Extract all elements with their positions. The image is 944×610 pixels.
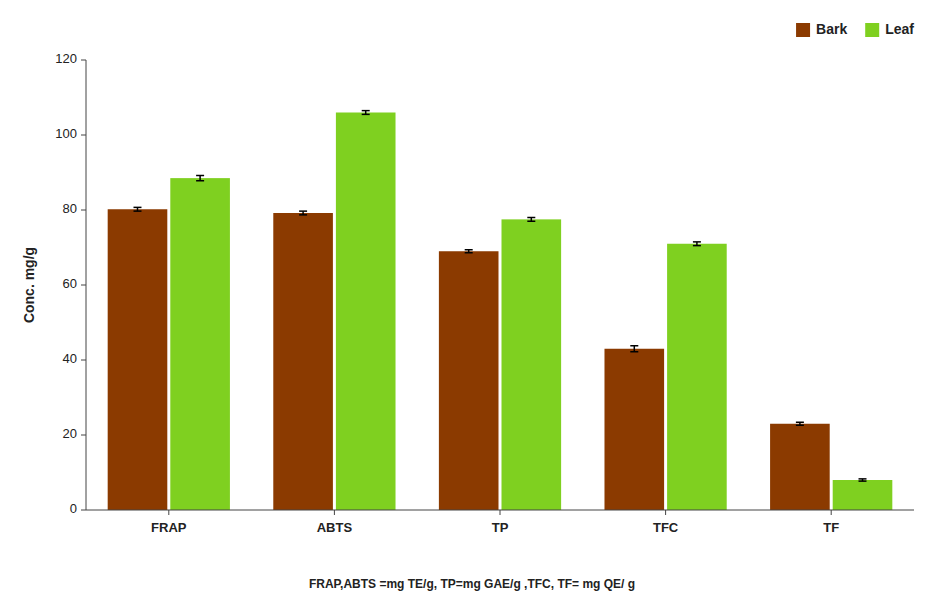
- x-tick-label: TF: [823, 520, 839, 535]
- x-tick-label: ABTS: [317, 520, 353, 535]
- y-tick: [81, 210, 86, 211]
- y-tick: [81, 60, 86, 61]
- legend: Bark Leaf: [796, 21, 914, 37]
- y-tick-label: 80: [63, 201, 77, 216]
- error-bar: [465, 250, 473, 253]
- y-tick: [81, 510, 86, 511]
- y-tick-label: 0: [70, 501, 77, 516]
- x-tick: [831, 510, 832, 515]
- y-tick-label: 120: [55, 51, 77, 66]
- legend-swatch: [865, 23, 879, 37]
- x-tick-label: FRAP: [151, 520, 187, 535]
- y-tick-label: 100: [55, 126, 77, 141]
- bar: [770, 424, 830, 510]
- bar: [273, 213, 333, 510]
- chart-container: 0 20 40 60 80 100 120 Conc. mg/g FRAP ABTS TP TFC TF…: [0, 0, 944, 610]
- legend-swatch: [796, 23, 810, 37]
- error-bar: [693, 242, 701, 246]
- error-bar: [196, 176, 204, 181]
- chart: 0 20 40 60 80 100 120 Conc. mg/g FRAP ABTS TP TFC TF…: [0, 0, 944, 610]
- bar: [336, 113, 396, 511]
- legend-item: Bark: [796, 21, 847, 37]
- legend-item: Leaf: [865, 21, 914, 37]
- y-tick: [81, 285, 86, 286]
- x-tick-label: TP: [492, 520, 509, 535]
- y-tick-label: 60: [63, 276, 77, 291]
- y-tick-label: 40: [63, 351, 77, 366]
- error-bar: [133, 207, 141, 211]
- y-tick: [81, 435, 86, 436]
- error-bar: [299, 211, 307, 215]
- bar: [604, 349, 664, 510]
- bars: [108, 111, 893, 510]
- error-bar: [630, 346, 638, 352]
- y-axis-line: [86, 60, 87, 510]
- x-tick-label: TFC: [653, 520, 679, 535]
- y-axis-label: Conc. mg/g: [21, 247, 37, 323]
- y-tick: [81, 135, 86, 136]
- y-axis: 0 20 40 60 80 100 120: [55, 51, 86, 516]
- y-tick: [81, 360, 86, 361]
- error-bar: [362, 111, 370, 115]
- legend-label: Leaf: [885, 21, 914, 37]
- bar: [170, 178, 230, 510]
- error-bar: [527, 218, 535, 222]
- x-tick: [168, 510, 169, 515]
- x-tick: [665, 510, 666, 515]
- error-bar: [859, 479, 867, 481]
- bar: [439, 251, 499, 510]
- bar: [502, 219, 562, 510]
- bar: [667, 244, 727, 510]
- x-axis-line: [86, 510, 914, 511]
- x-axis: FRAP ABTS TP TFC TF: [86, 510, 914, 535]
- legend-label: Bark: [816, 21, 847, 37]
- x-tick: [334, 510, 335, 515]
- note: FRAP,ABTS =mg TE/g, TP=mg GAE/g ,TFC, TF…: [309, 577, 635, 591]
- x-tick: [500, 510, 501, 515]
- bar: [108, 209, 168, 510]
- error-bar: [796, 422, 804, 425]
- y-tick-label: 20: [63, 426, 77, 441]
- bar: [833, 480, 893, 510]
